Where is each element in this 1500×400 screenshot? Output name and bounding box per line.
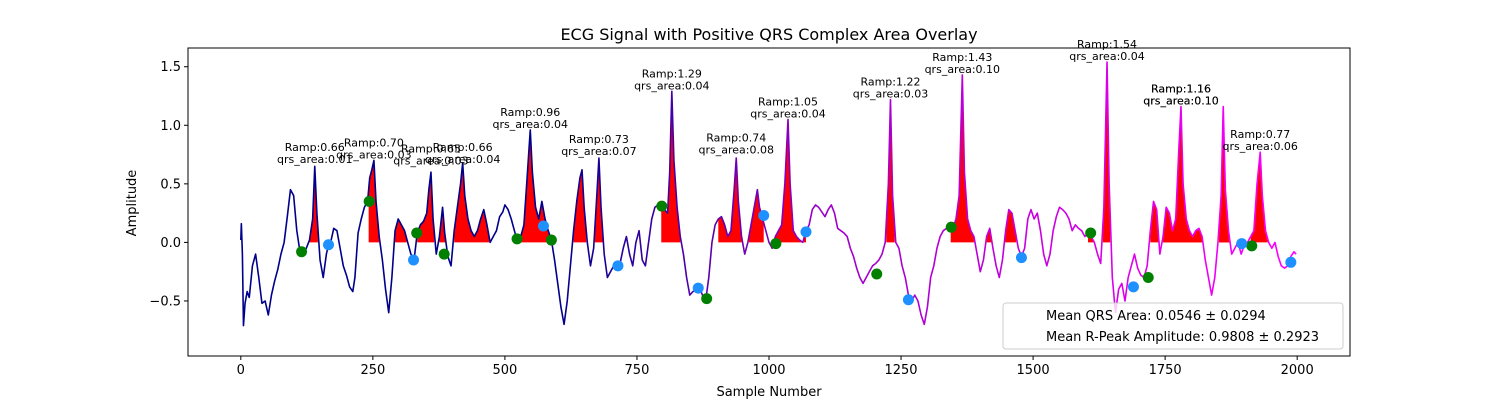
offset-marker-4: [692, 282, 704, 294]
y-axis-label: Amplitude: [125, 170, 140, 237]
ramp-annotation-0: Ramp:0.66: [285, 141, 345, 154]
onset-marker-6: [656, 200, 668, 212]
qrs-area-4-1: [518, 129, 552, 243]
onset-marker-11: [1085, 227, 1097, 239]
x-tick-label-0: 0: [237, 363, 245, 378]
qrs-area-annotation-11: qrs_area:0.04: [1069, 50, 1144, 63]
x-tick-label-4: 1000: [752, 363, 785, 378]
qrs-area-annotation-3: qrs_area:0.04: [425, 153, 500, 166]
onset-marker-0: [296, 246, 308, 258]
onset-marker-10: [945, 221, 957, 233]
onset-marker-5: [545, 234, 557, 246]
offset-marker-0: [322, 239, 334, 251]
y-axis: −0.5 0.0 0.5 1.0 1.5: [149, 60, 188, 309]
x-axis: 0 250 500 750 1000 1250 1500 1750 2000: [237, 356, 1314, 378]
qrs-area-annotation-9: qrs_area:0.03: [853, 88, 928, 101]
offset-marker-2: [537, 220, 549, 232]
qrs-area-10-2: [1004, 209, 1017, 243]
onset-marker-8: [770, 238, 782, 250]
onset-marker-9: [871, 268, 883, 280]
qrs-area-5-1: [573, 169, 587, 243]
offset-marker-1: [408, 254, 420, 266]
x-tick-label-1: 250: [360, 363, 385, 378]
ramp-annotation-12: Ramp:1.16: [1151, 83, 1211, 96]
x-tick-label-8: 2000: [1281, 363, 1314, 378]
onset-marker-4: [511, 233, 523, 245]
qrs-area-annotation-4: qrs_area:0.04: [493, 118, 568, 131]
qrs-area-annotation-6: qrs_area:0.04: [634, 79, 709, 92]
qrs-area-7-1: [748, 189, 764, 243]
qrs-area-10-1: [986, 228, 992, 243]
ramp-annotation-2: Ramp:0.65: [401, 142, 461, 155]
onset-marker-2: [411, 227, 423, 239]
qrs-area-7-0: [718, 158, 742, 243]
qrs-area-annotation-13: qrs_area:0.10: [1143, 95, 1218, 108]
ramp-annotation-3: Ramp:0.66: [433, 141, 493, 154]
qrs-area-annotation-14: qrs_area:0.06: [1222, 140, 1297, 153]
ramp-annotation-14: Ramp:0.77: [1230, 128, 1290, 141]
qrs-area-annotation-8: qrs_area:0.04: [750, 107, 825, 120]
ramp-annotation-9: Ramp:1.22: [860, 76, 920, 89]
onset-marker-12: [1142, 272, 1154, 284]
ecg-signal-line: [240, 61, 1297, 327]
ramp-annotation-5: Ramp:0.73: [569, 133, 629, 146]
offset-marker-9: [1127, 281, 1139, 293]
plot-area: Ramp:0.66qrs_area:0.01Ramp:0.70qrs_area:…: [240, 38, 1298, 327]
qrs-area-annotation-0: qrs_area:0.01: [277, 153, 352, 166]
qrs-area-annotation-2: qrs_area:0.03: [393, 154, 468, 167]
offset-marker-7: [902, 294, 914, 306]
x-tick-label-3: 750: [625, 363, 650, 378]
legend-box: [1002, 302, 1344, 350]
ramp-annotation-10: Ramp:1.43: [932, 51, 992, 64]
y-tick-label-2: 0.5: [160, 177, 181, 192]
qrs-area-5-2: [594, 158, 604, 243]
y-tick-label-3: 1.0: [160, 119, 181, 134]
legend-entry-rpeak-amplitude: Mean R-Peak Amplitude: 0.9808 ± 0.2923: [1046, 330, 1319, 345]
onset-marker-3: [438, 248, 450, 260]
offset-marker-11: [1285, 256, 1297, 268]
onset-marker-13: [1246, 240, 1258, 252]
qrs-area-1-1: [395, 218, 407, 243]
offset-marker-6: [800, 226, 812, 238]
x-axis-label: Sample Number: [716, 385, 822, 400]
legend-entry-qrs-area: Mean QRS Area: 0.0546 ± 0.0294: [1046, 309, 1266, 324]
legend: Mean QRS Area: 0.0546 ± 0.0294 Mean R-Pe…: [1002, 302, 1344, 350]
ramp-annotation-7: Ramp:0.74: [706, 132, 766, 145]
y-tick-label-0: −0.5: [149, 294, 181, 309]
qrs-area-annotation-7: qrs_area:0.08: [699, 144, 774, 157]
onset-marker-1: [363, 195, 375, 207]
offset-marker-5: [758, 209, 770, 221]
qrs-area-10-0: [950, 74, 974, 243]
offset-marker-3: [612, 260, 624, 272]
qrs-area-annotation-1: qrs_area:0.03: [336, 148, 411, 161]
x-tick-label-6: 1500: [1017, 363, 1050, 378]
qrs-area-8-0: [775, 119, 802, 243]
offset-marker-8: [1015, 252, 1027, 264]
x-tick-label-7: 1750: [1149, 363, 1182, 378]
x-tick-label-5: 1250: [884, 363, 917, 378]
qrs-area-annotation-5: qrs_area:0.07: [561, 145, 636, 158]
ramp-annotation-4: Ramp:0.96: [500, 106, 560, 119]
ramp-annotation-13: Ramp:1.16: [1151, 83, 1211, 96]
y-tick-label-1: 0.0: [160, 236, 181, 251]
y-tick-label-4: 1.5: [160, 60, 181, 75]
qrs-area-6-0: [661, 91, 681, 243]
ramp-annotation-1: Ramp:0.70: [344, 136, 404, 149]
x-tick-label-2: 500: [492, 363, 517, 378]
offset-marker-10: [1236, 238, 1248, 250]
chart-title: ECG Signal with Positive QRS Complex Are…: [560, 25, 977, 44]
onset-marker-7: [701, 293, 713, 305]
ramp-annotation-6: Ramp:1.29: [642, 67, 702, 80]
qrs-area-annotation-10: qrs_area:0.10: [925, 63, 1000, 76]
ramp-annotation-8: Ramp:1.05: [758, 95, 818, 108]
qrs-area-annotation-12: qrs_area:0.10: [1143, 95, 1218, 108]
